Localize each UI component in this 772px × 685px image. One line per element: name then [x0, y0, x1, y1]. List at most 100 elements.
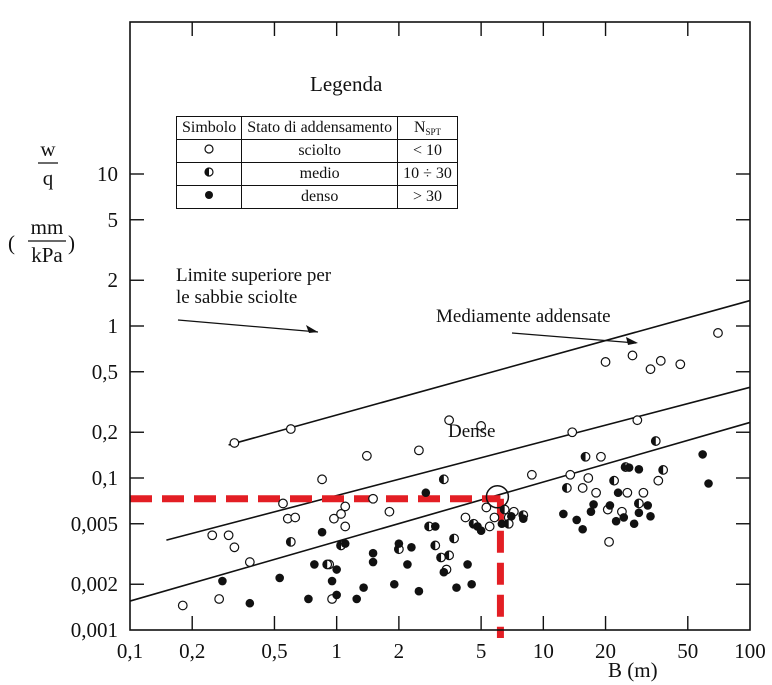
plot-frame — [129, 21, 751, 631]
data-point-denso — [430, 522, 440, 531]
data-point-sciolto — [444, 415, 455, 426]
data-point-medio — [438, 474, 449, 485]
data-point-sciolto — [384, 506, 395, 517]
x-axis-label: B (m) — [608, 658, 658, 682]
data-point-sciolto — [675, 359, 686, 370]
legend-header-spt: SPT — [425, 127, 442, 137]
data-point-sciolto — [622, 487, 633, 498]
point-half-fill — [634, 499, 639, 508]
data-point-denso — [340, 539, 350, 548]
y-axis-unit-num: mm — [31, 215, 64, 239]
y-axis-label-den: q — [43, 166, 54, 190]
y-tick-label: 0,1 — [92, 466, 118, 490]
data-point-denso — [698, 450, 707, 459]
data-point-denso — [646, 511, 655, 521]
y-axis-paren-left: ( — [8, 231, 15, 255]
point-half-fill — [651, 436, 656, 446]
line-label-medium: Mediamente addensate — [436, 306, 611, 327]
data-point-sciolto — [632, 415, 643, 426]
x-tick-label: 20 — [595, 639, 616, 663]
data-point-denso — [624, 463, 634, 472]
data-point-sciolto — [229, 438, 240, 448]
data-point-sciolto — [223, 530, 234, 541]
y-tick-label: 5 — [108, 208, 119, 232]
legend-nspt: < 10 — [397, 139, 458, 163]
data-point-denso — [634, 508, 644, 518]
data-point-medio — [285, 536, 296, 547]
x-tick-label: 0,2 — [179, 639, 205, 663]
filled-circle-icon — [205, 190, 214, 199]
y-axis-label-num: w — [40, 137, 56, 161]
data-point-medio — [424, 521, 434, 532]
data-point-medio — [658, 465, 669, 475]
legend-state: sciolto — [241, 139, 399, 163]
x-tick-label: 0,1 — [117, 639, 143, 663]
legend-state: medio — [241, 162, 399, 186]
data-point-denso — [368, 557, 378, 567]
data-point-denso — [643, 501, 653, 510]
y-tick-label: 0,5 — [92, 360, 118, 384]
data-point-sciolto — [278, 498, 288, 509]
legend-row-medio: medio 10 ÷ 30 — [175, 162, 458, 186]
data-point-denso — [407, 543, 416, 552]
data-point-medio — [449, 533, 459, 544]
data-point-sciolto — [340, 501, 351, 512]
point-half-fill — [286, 537, 291, 547]
data-point-sciolto — [604, 536, 614, 547]
data-point-denso — [605, 501, 615, 510]
legend-title: Legenda — [310, 72, 383, 96]
data-point-sciolto — [177, 600, 188, 611]
point-half-fill — [444, 551, 450, 560]
legend-table: Simbolo Stato di addensamento NSPT sciol… — [175, 116, 458, 209]
data-point-denso — [414, 586, 424, 596]
data-point-denso — [463, 560, 472, 569]
data-point-sciolto — [481, 502, 492, 513]
line-label-upper-limit: Limite superiore per — [176, 265, 332, 286]
trend-line — [228, 299, 751, 446]
data-point-denso — [421, 488, 431, 498]
data-point-medio — [430, 540, 441, 551]
data-point-sciolto — [285, 424, 296, 434]
data-point-denso — [476, 526, 486, 536]
data-point-sciolto — [244, 557, 255, 567]
data-point-denso — [304, 594, 313, 604]
arrow-head-icon — [306, 325, 318, 333]
data-point-denso — [704, 479, 713, 488]
data-point-medio — [609, 475, 620, 486]
data-point-denso — [327, 576, 337, 586]
data-point-sciolto — [476, 421, 487, 431]
data-point-sciolto — [317, 474, 327, 485]
legend-row-denso: denso > 30 — [175, 185, 458, 209]
legend-symbol-filled-circle — [175, 185, 243, 209]
point-half-fill — [658, 465, 664, 475]
data-point-denso — [332, 565, 341, 574]
arrow-head-icon — [626, 337, 638, 345]
data-point-sciolto — [591, 487, 601, 498]
data-point-denso — [218, 576, 227, 586]
trend-line — [129, 421, 751, 602]
data-point-sciolto — [645, 364, 656, 375]
data-point-sciolto — [340, 521, 351, 532]
point-half-fill — [469, 519, 474, 529]
x-tick-label: 0,5 — [261, 639, 287, 663]
data-point-denso — [394, 539, 404, 548]
point-half-fill — [336, 541, 342, 550]
arrow-line — [177, 319, 319, 333]
data-point-denso — [452, 583, 461, 592]
line-label-dense: Dense — [448, 421, 495, 442]
legend-nspt: > 30 — [397, 185, 458, 209]
data-point-medio — [322, 559, 333, 570]
reference-lines — [130, 485, 510, 638]
y-tick-label: 10 — [97, 162, 118, 186]
half-filled-circle-icon — [204, 166, 214, 177]
data-point-denso — [359, 583, 368, 592]
y-tick-label: 0,005 — [71, 512, 118, 536]
legend-symbol-open-circle — [175, 139, 243, 163]
y-tick-label: 1 — [108, 314, 119, 338]
data-point-sciolto — [229, 542, 240, 553]
legend-state: denso — [241, 185, 399, 209]
data-point-sciolto — [713, 328, 723, 338]
data-point-sciolto — [583, 473, 594, 483]
legend-symbol-half-circle — [175, 162, 243, 186]
data-point-sciolto — [414, 445, 424, 456]
